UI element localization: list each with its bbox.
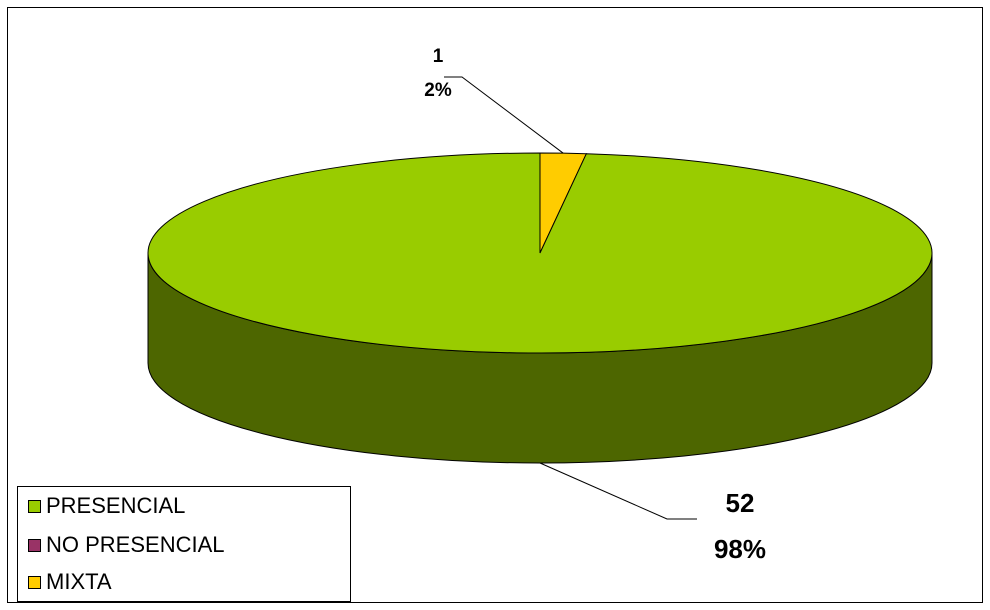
legend-item-mixta: MIXTA xyxy=(28,567,112,597)
legend-item-presencial: PRESENCIAL xyxy=(28,491,185,521)
legend-label-no-presencial: NO PRESENCIAL xyxy=(46,532,225,557)
data-label-presencial: 52 98% xyxy=(695,480,785,572)
legend-item-no-presencial: NO PRESENCIAL xyxy=(28,530,225,560)
legend-swatch-mixta xyxy=(28,575,41,589)
data-label-presencial-value: 52 xyxy=(725,488,755,518)
data-label-mixta-percent: 2% xyxy=(424,80,452,101)
data-label-mixta-value: 1 xyxy=(432,46,444,67)
leader-line-mixta xyxy=(444,76,564,154)
leader-lines xyxy=(444,76,697,520)
legend: PRESENCIAL NO PRESENCIAL MIXTA xyxy=(17,486,351,602)
leader-line-presencial xyxy=(539,462,697,520)
pie-slice-presencial xyxy=(147,152,933,354)
data-label-mixta: 1 2% xyxy=(408,40,468,108)
legend-label-mixta: MIXTA xyxy=(46,569,112,594)
pie-top xyxy=(147,152,933,354)
legend-swatch-no-presencial xyxy=(28,538,41,552)
legend-swatch-presencial xyxy=(28,499,41,513)
legend-label-presencial: PRESENCIAL xyxy=(46,493,186,518)
data-label-presencial-percent: 98% xyxy=(713,534,767,564)
